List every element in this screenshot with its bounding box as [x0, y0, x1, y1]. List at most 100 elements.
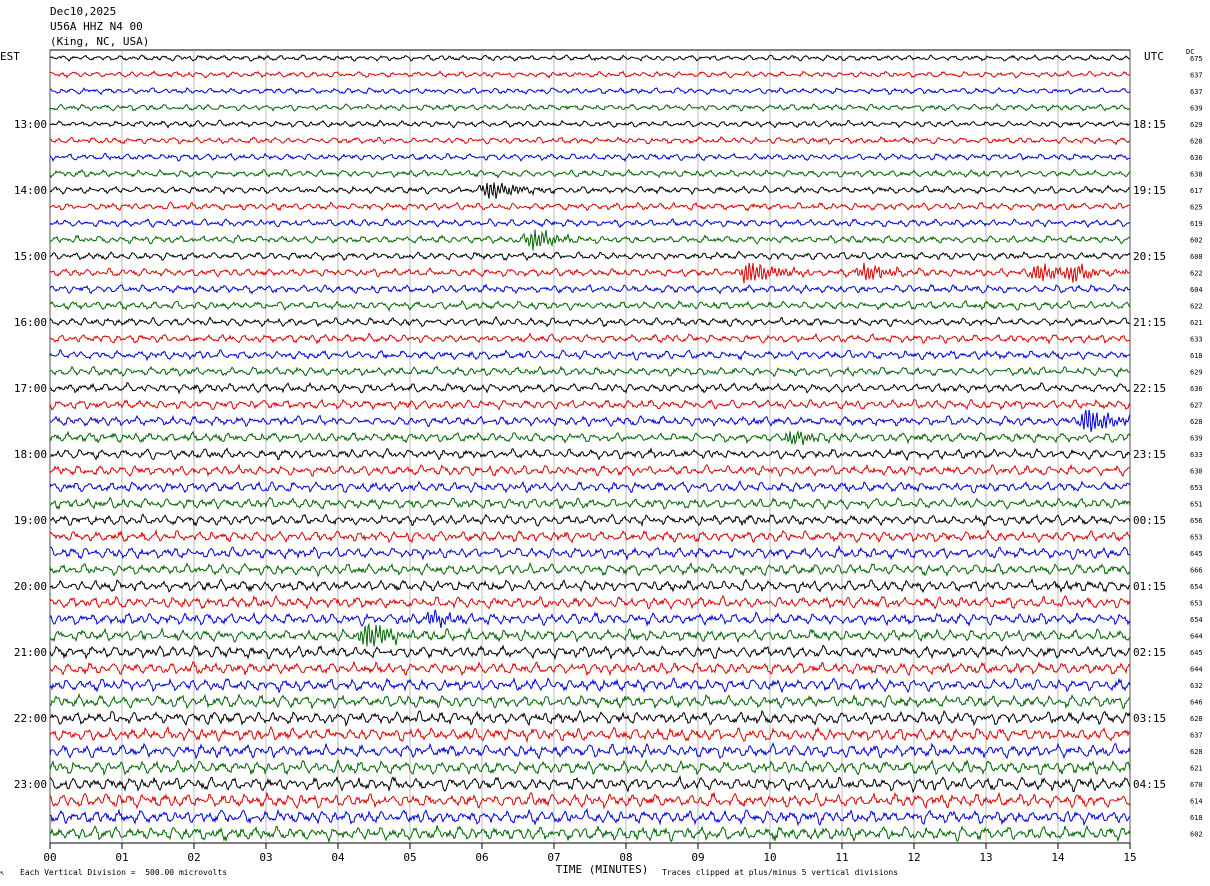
right-hour-label: 22:15: [1133, 382, 1166, 395]
trace-line-23: [49, 429, 1131, 446]
trace-line-37: [49, 661, 1131, 677]
trace-line-34: [49, 609, 1131, 628]
trace-line-15: [49, 299, 1131, 312]
dc-offset-label: 625: [1190, 204, 1203, 212]
right-hour-label: 02:15: [1133, 646, 1166, 659]
trace-line-33: [49, 594, 1131, 611]
trace-line-29: [49, 528, 1131, 544]
trace-line-27: [49, 496, 1131, 511]
right-hour-label: 20:15: [1133, 250, 1166, 263]
dc-offset-label: 644: [1190, 666, 1203, 674]
left-hour-label: 22:00: [14, 712, 47, 725]
trace-line-18: [49, 349, 1131, 362]
trace-line-31: [49, 561, 1131, 578]
dc-offset-header: DC: [1186, 48, 1195, 56]
trace-line-45: [49, 791, 1131, 810]
dc-offset-label: 654: [1190, 583, 1203, 591]
x-tick-label: 14: [1051, 851, 1065, 864]
dc-offset-label: 614: [1190, 798, 1203, 806]
x-axis-title: TIME (MINUTES): [556, 863, 649, 876]
trace-line-26: [49, 480, 1131, 494]
trace-line-2: [49, 86, 1131, 96]
dc-offset-label: 639: [1190, 435, 1203, 443]
seismic-traces: [49, 53, 1131, 844]
dc-offset-label: 604: [1190, 286, 1203, 294]
x-tick-label: 10: [763, 851, 776, 864]
dc-offset-label: 630: [1190, 468, 1203, 476]
trace-line-40: [49, 709, 1131, 728]
left-hour-label: 14:00: [14, 184, 47, 197]
dc-offset-label: 633: [1190, 336, 1203, 344]
x-tick-label: 07: [547, 851, 560, 864]
trace-line-30: [49, 544, 1131, 561]
dc-offset-label: 629: [1190, 121, 1203, 129]
right-hour-label: 01:15: [1133, 580, 1166, 593]
trace-line-9: [49, 201, 1131, 212]
dc-offset-label: 622: [1190, 270, 1203, 278]
trace-line-35: [49, 622, 1131, 647]
dc-offset-label: 636: [1190, 385, 1203, 393]
dc-offset-label: 653: [1190, 534, 1203, 542]
axis-labels: 00 01 02 03 04 05 06 07 08 09 10 11 12 13 14 15 675 637 63…: [14, 55, 1203, 864]
right-hour-label: 04:15: [1133, 778, 1166, 791]
left-hour-label: 17:00: [14, 382, 47, 395]
trace-line-19: [49, 365, 1131, 378]
x-tick-label: 01: [115, 851, 128, 864]
dc-offset-label: 618: [1190, 352, 1203, 360]
dc-offset-label: 638: [1190, 171, 1203, 179]
trace-line-41: [49, 725, 1131, 744]
trace-line-39: [49, 692, 1130, 710]
left-hour-label: 19:00: [14, 514, 47, 527]
right-hour-label: 21:15: [1133, 316, 1166, 329]
trace-line-25: [49, 463, 1131, 478]
left-hour-label: 21:00: [14, 646, 47, 659]
plot-frame: [49, 49, 1131, 844]
trace-line-24: [50, 447, 1131, 462]
dc-offset-label: 632: [1190, 682, 1203, 690]
trace-line-43: [49, 758, 1131, 777]
dc-offset-label: 617: [1190, 187, 1203, 195]
trace-line-13: [49, 262, 1131, 284]
compass-icon: ↖: [0, 868, 5, 877]
x-tick-label: 12: [907, 851, 920, 864]
x-tick-label: 09: [691, 851, 704, 864]
right-hour-label: 00:15: [1133, 514, 1166, 527]
dc-offset-label: 644: [1190, 633, 1203, 641]
left-hour-label: 13:00: [14, 118, 47, 131]
dc-offset-label: 656: [1190, 517, 1203, 525]
right-hour-label: 23:15: [1133, 448, 1166, 461]
left-hour-label: 15:00: [14, 250, 47, 263]
dc-offset-label: 627: [1190, 402, 1203, 410]
trace-line-6: [49, 152, 1131, 162]
trace-line-3: [49, 102, 1131, 113]
x-tick-label: 03: [259, 851, 272, 864]
dc-offset-label: 646: [1190, 699, 1203, 707]
trace-line-17: [49, 332, 1131, 345]
dc-offset-label: 622: [1190, 303, 1203, 311]
trace-line-20: [49, 381, 1131, 395]
left-hour-label: 23:00: [14, 778, 47, 791]
trace-line-12: [49, 250, 1131, 262]
dc-offset-label: 621: [1190, 765, 1203, 773]
trace-line-28: [49, 513, 1131, 528]
minute-grid: [49, 49, 1131, 849]
dc-offset-label: 645: [1190, 649, 1203, 657]
x-tick-label: 15: [1123, 851, 1136, 864]
right-hour-label: 18:15: [1133, 118, 1166, 131]
dc-offset-label: 675: [1190, 55, 1203, 63]
trace-line-16: [49, 315, 1131, 328]
trace-line-44: [49, 774, 1131, 794]
dc-offset-label: 628: [1190, 748, 1203, 756]
dc-offset-label: 651: [1190, 501, 1203, 509]
dc-offset-label: 628: [1190, 715, 1203, 723]
trace-line-38: [49, 677, 1131, 694]
dc-offset-label: 608: [1190, 253, 1203, 261]
dc-offset-label: 628: [1190, 418, 1203, 426]
trace-line-36: [49, 644, 1131, 661]
dc-offset-label: 637: [1190, 72, 1203, 80]
dc-offset-label: 637: [1190, 732, 1203, 740]
dc-offset-label: 602: [1190, 237, 1203, 245]
left-hour-label: 18:00: [14, 448, 47, 461]
dc-offset-label: 636: [1190, 154, 1203, 162]
